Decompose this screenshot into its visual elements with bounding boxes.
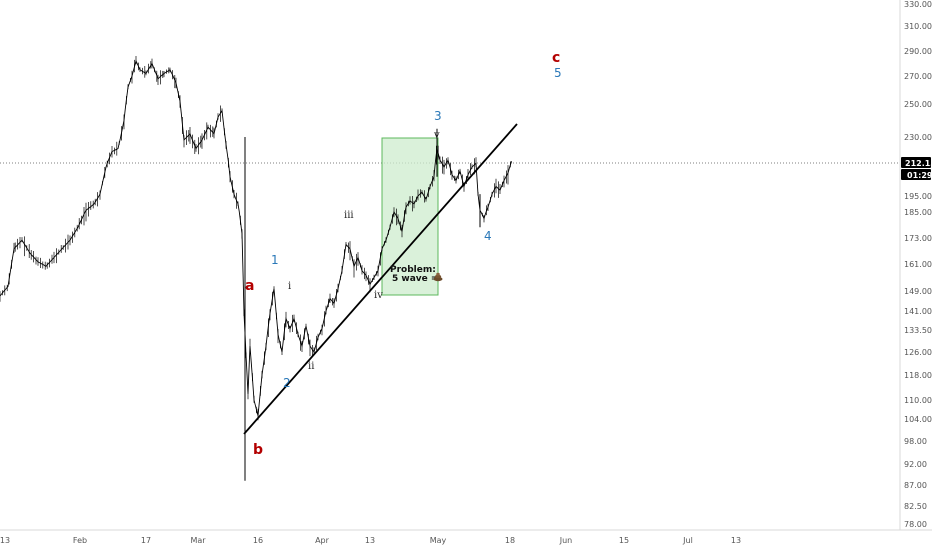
sub-wave-v: v	[433, 130, 440, 141]
note-line-2: 5 wave =	[392, 274, 438, 284]
wave-label-a: a	[245, 278, 254, 294]
highlight-box	[381, 137, 439, 296]
wave-label-5: 5	[554, 66, 562, 80]
y-tick-label: 104.00	[904, 415, 932, 424]
x-tick-label: Mar	[190, 536, 206, 545]
y-tick-label: 173.00	[904, 234, 932, 243]
x-axis: 13 Feb 17 Mar 16 Apr 13 May 18 Jun 15 Jul 13	[0, 529, 932, 545]
x-tick-label: 13	[365, 536, 375, 545]
y-tick-label: 133.50	[904, 326, 932, 335]
countdown-tag: 01:29	[901, 169, 932, 180]
wave-label-3: 3	[434, 109, 442, 123]
x-tick-label: May	[430, 536, 447, 545]
x-tick-label: 18	[505, 536, 515, 545]
y-tick-label: 87.00	[904, 481, 927, 490]
y-tick-label: 185.00	[904, 208, 932, 217]
x-tick-label: 15	[619, 536, 629, 545]
sub-wave-iv: iv	[374, 290, 383, 301]
x-tick-label: Apr	[315, 536, 330, 545]
sub-wave-ii: ii	[308, 361, 314, 372]
y-tick-label: 110.00	[904, 396, 932, 405]
y-tick-label: 92.00	[904, 460, 927, 469]
y-tick-label: 230.00	[904, 133, 932, 142]
wave-label-b: b	[253, 442, 263, 458]
price-series	[0, 56, 513, 481]
sub-wave-iii: iii	[344, 210, 354, 221]
x-tick-label: Feb	[73, 536, 87, 545]
y-tick-label: 330.00	[904, 0, 932, 9]
wave-label-4: 4	[484, 229, 492, 243]
y-tick-label: 149.00	[904, 287, 932, 296]
y-tick-label: 250.00	[904, 100, 932, 109]
y-tick-label: 118.00	[904, 371, 932, 380]
y-axis: 330.00 310.00 290.00 270.00 250.00 230.00 195.…	[899, 0, 932, 530]
y-tick-label: 290.00	[904, 47, 932, 56]
x-tick-label: Jun	[559, 536, 573, 545]
svg-text:212.13: 212.13	[905, 159, 932, 168]
y-tick-label: 82.50	[904, 502, 927, 511]
poop-icon	[433, 272, 443, 282]
y-tick-label: 98.00	[904, 437, 927, 446]
svg-text:01:29: 01:29	[907, 171, 932, 180]
x-tick-label: 13	[0, 536, 10, 545]
wave-label-c: c	[552, 50, 560, 66]
x-tick-label: 16	[253, 536, 263, 545]
current-price-tag: 212.13	[901, 157, 932, 168]
y-tick-label: 141.00	[904, 307, 932, 316]
x-tick-label: 13	[731, 536, 741, 545]
y-tick-label: 310.00	[904, 22, 932, 31]
y-tick-label: 195.00	[904, 192, 932, 201]
sub-wave-i: i	[288, 281, 291, 292]
y-tick-label: 78.00	[904, 520, 927, 529]
note-line-1: Problem:	[390, 265, 436, 275]
y-tick-label: 270.00	[904, 72, 932, 81]
wave-label-1: 1	[271, 253, 279, 267]
x-tick-label: Jul	[682, 536, 693, 545]
y-tick-label: 126.00	[904, 348, 932, 357]
x-tick-label: 17	[141, 536, 151, 545]
trendline	[243, 123, 518, 435]
y-tick-label: 161.00	[904, 260, 932, 269]
wave-label-2: 2	[283, 376, 291, 390]
